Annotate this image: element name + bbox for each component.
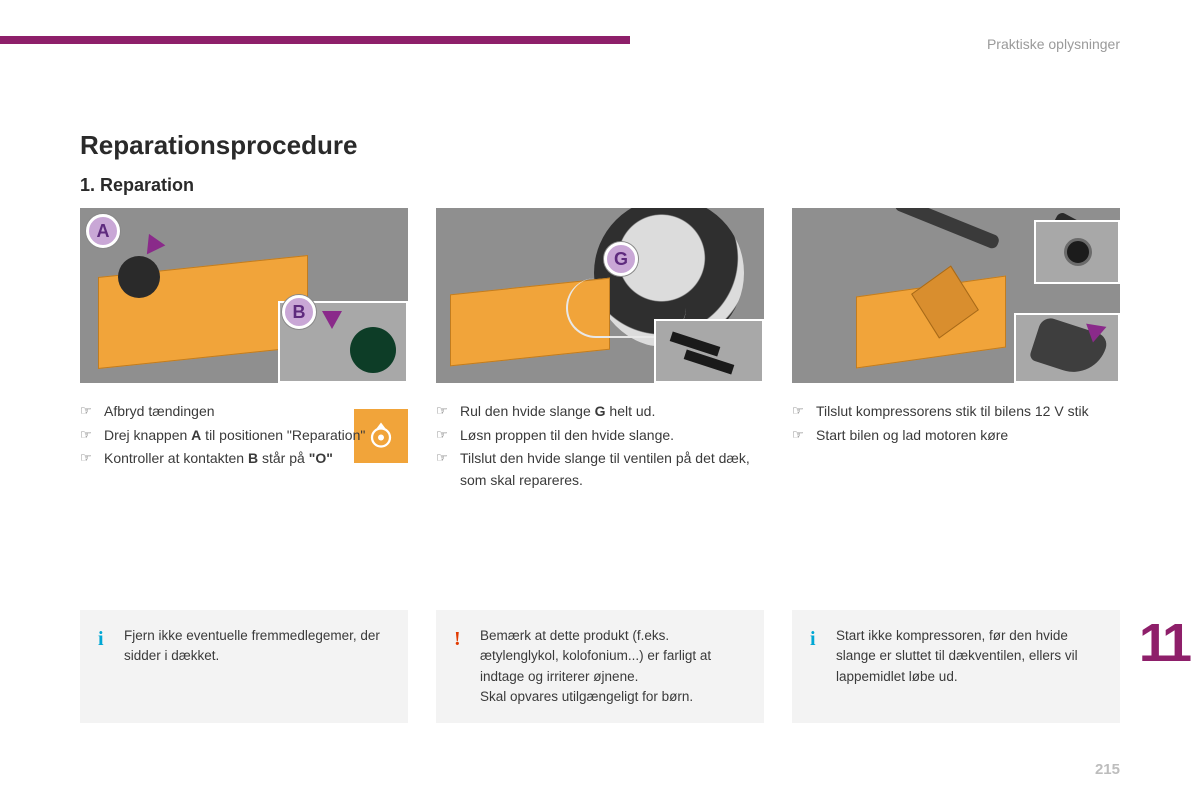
- note-box: iStart ikke kompressoren, før den hvide …: [792, 610, 1120, 723]
- page-title: Reparationsprocedure: [80, 130, 1120, 161]
- step-item: Løsn proppen til den hvide slange.: [436, 425, 764, 447]
- column-3: Tilslut kompressorens stik til bilens 12…: [792, 208, 1120, 494]
- header-rule: [0, 36, 630, 44]
- note-box: iFjern ikke eventuelle fremmedlegemer, d…: [80, 610, 408, 723]
- section-label: Praktiske oplysninger: [987, 36, 1120, 52]
- callout-a: A: [86, 214, 120, 248]
- info-icon: i: [810, 624, 816, 654]
- notes-row: iFjern ikke eventuelle fremmedlegemer, d…: [80, 610, 1120, 723]
- figure-2: G: [436, 208, 764, 383]
- steps-1: Afbryd tændingenDrej knappen A til posit…: [80, 401, 408, 472]
- step-item: Start bilen og lad motoren køre: [792, 425, 1120, 447]
- chapter-number: 11: [1139, 612, 1188, 674]
- step-item: Rul den hvide slange G helt ud.: [436, 401, 764, 423]
- callout-g: G: [604, 242, 638, 276]
- page-content: Reparationsprocedure 1. Reparation A B A…: [80, 130, 1120, 494]
- page-subtitle: 1. Reparation: [80, 175, 1120, 196]
- note-box: !Bemærk at dette produkt (f.eks. ætyleng…: [436, 610, 764, 723]
- figure-3: [792, 208, 1120, 383]
- step-item: Drej knappen A til positionen "Reparatio…: [80, 425, 408, 447]
- step-item: Kontroller at kontakten B står på "O": [80, 448, 408, 470]
- callout-b: B: [282, 295, 316, 329]
- step-item: Tilslut den hvide slange til ventilen på…: [436, 448, 764, 491]
- steps-3: Tilslut kompressorens stik til bilens 12…: [792, 401, 1120, 448]
- steps-2: Rul den hvide slange G helt ud.Løsn prop…: [436, 401, 764, 494]
- columns: A B Afbryd tændingenDrej knappen A til p…: [80, 208, 1120, 494]
- column-2: G Rul den hvide slange G helt ud.Løsn pr…: [436, 208, 764, 494]
- warning-icon: !: [454, 624, 461, 654]
- figure-1: A B: [80, 208, 408, 383]
- step-item: Afbryd tændingen: [80, 401, 408, 423]
- step-item: Tilslut kompressorens stik til bilens 12…: [792, 401, 1120, 423]
- arrow-icon: [322, 311, 342, 329]
- page-number: 215: [1095, 761, 1120, 778]
- column-1: A B Afbryd tændingenDrej knappen A til p…: [80, 208, 408, 494]
- info-icon: i: [98, 624, 104, 654]
